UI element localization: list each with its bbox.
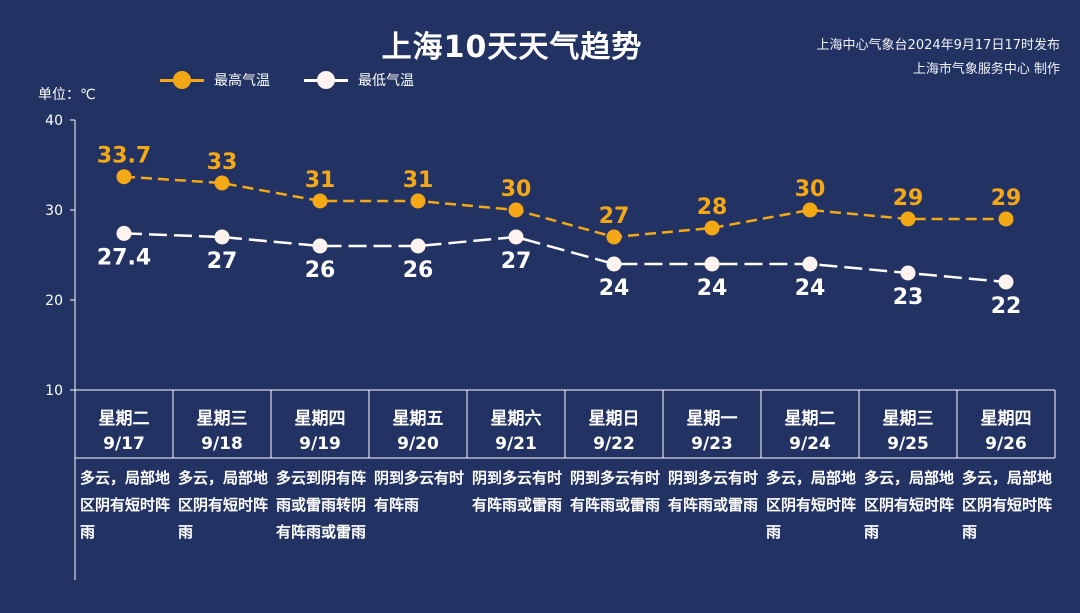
low-temp-point <box>410 238 426 254</box>
low-temp-label: 24 <box>697 276 728 301</box>
high-temp-point <box>508 202 524 218</box>
low-temp-label: 26 <box>403 258 434 283</box>
high-temp-line <box>123 175 1006 239</box>
low-temp-line <box>123 232 1007 284</box>
low-temp-label: 24 <box>599 276 630 301</box>
legend-label-low: 最低气温 <box>358 73 414 89</box>
low-temp-point <box>214 229 230 245</box>
high-temp-point <box>704 220 720 236</box>
y-tick-label: 30 <box>45 203 63 219</box>
low-temp-point <box>508 229 524 245</box>
weekday-label: 星期二 <box>98 409 150 429</box>
high-temp-point <box>606 229 622 245</box>
high-temp-label: 30 <box>795 177 826 202</box>
high-temp-point <box>998 211 1014 227</box>
low-temp-label: 27 <box>501 249 532 274</box>
chart-title: 上海10天天气趋势 <box>381 30 643 65</box>
legend-swatch-low <box>304 70 348 90</box>
publish-info: 上海中心气象台2024年9月17日17时发布 <box>816 38 1060 53</box>
high-temp-point <box>214 175 230 191</box>
weekday-label: 星期五 <box>392 409 444 429</box>
high-temp-point <box>116 169 132 185</box>
legend-item-high: 最高气温 <box>160 70 270 90</box>
weather-description: 阴到多云有时有阵雨 <box>374 469 465 514</box>
weather-description: 多云，局部地区阴有短时阵雨 <box>962 469 1053 541</box>
high-temp-point <box>410 193 426 209</box>
date-label: 9/22 <box>593 434 635 454</box>
weekday-label: 星期三 <box>882 409 934 429</box>
weather-description: 多云，局部地区阴有短时阵雨 <box>766 469 857 541</box>
source-info: 上海中心气象台2024年9月17日17时发布 上海市气象服务中心 制作 <box>817 34 1060 82</box>
date-label: 9/26 <box>985 434 1027 454</box>
low-temp-label: 24 <box>795 276 826 301</box>
unit-label: 单位：℃ <box>38 87 96 103</box>
high-temp-label: 27 <box>599 204 630 229</box>
legend-label-high: 最高气温 <box>214 73 270 89</box>
low-temp-label: 23 <box>893 285 924 310</box>
date-label: 9/18 <box>201 434 243 454</box>
weather-description: 多云到阴有阵雨或雷雨转阴有阵雨或雷雨 <box>276 469 367 541</box>
y-tick-label: 20 <box>45 293 63 309</box>
low-temp-label: 22 <box>991 294 1022 319</box>
low-temp-label: 27 <box>207 249 238 274</box>
weather-description: 阴到多云有时有阵雨或雷雨 <box>570 469 661 514</box>
producer-info: 上海市气象服务中心 制作 <box>912 62 1060 77</box>
low-temp-point <box>704 256 720 272</box>
low-temp-point <box>312 238 328 254</box>
weekday-label: 星期二 <box>784 409 836 429</box>
high-temp-point <box>802 202 818 218</box>
high-temp-label: 29 <box>893 186 924 211</box>
weather-description: 多云，局部地区阴有短时阵雨 <box>80 469 171 541</box>
date-label: 9/24 <box>789 434 831 454</box>
high-temp-label: 31 <box>305 168 336 193</box>
date-label: 9/17 <box>103 434 145 454</box>
high-temp-label: 29 <box>991 186 1022 211</box>
weekday-label: 星期四 <box>980 409 1032 429</box>
low-temp-point <box>606 256 622 272</box>
date-label: 9/19 <box>299 434 341 454</box>
date-label: 9/23 <box>691 434 733 454</box>
high-temp-label: 33 <box>207 150 238 175</box>
legend: 最高气温 最低气温 <box>160 70 414 90</box>
date-label: 9/25 <box>887 434 929 454</box>
date-label: 9/21 <box>495 434 537 454</box>
high-temp-point <box>900 211 916 227</box>
legend-item-low: 最低气温 <box>304 70 414 90</box>
high-temp-label: 28 <box>697 195 728 220</box>
high-temp-label: 33.7 <box>97 144 151 169</box>
weekday-label: 星期一 <box>686 409 738 429</box>
weather-description: 阴到多云有时有阵雨或雷雨 <box>668 469 759 514</box>
high-temp-point <box>312 193 328 209</box>
low-temp-label: 26 <box>305 258 336 283</box>
low-temp-point <box>900 265 916 281</box>
low-temp-point <box>116 225 132 241</box>
y-tick-label: 40 <box>45 113 63 129</box>
weather-description: 阴到多云有时有阵雨或雷雨 <box>472 469 563 514</box>
legend-swatch-high <box>160 70 204 90</box>
weekday-label: 星期三 <box>196 409 248 429</box>
high-temp-label: 31 <box>403 168 434 193</box>
weekday-label: 星期日 <box>588 409 640 429</box>
weather-description: 多云，局部地区阴有短时阵雨 <box>178 469 269 541</box>
low-temp-label: 27.4 <box>97 245 151 270</box>
low-temp-point <box>802 256 818 272</box>
high-temp-label: 30 <box>501 177 532 202</box>
y-tick-label: 10 <box>45 383 63 399</box>
date-label: 9/20 <box>397 434 439 454</box>
weekday-label: 星期六 <box>490 409 542 429</box>
weekday-label: 星期四 <box>294 409 346 429</box>
low-temp-point <box>998 274 1014 290</box>
weather-description: 多云，局部地区阴有短时阵雨 <box>864 469 955 541</box>
